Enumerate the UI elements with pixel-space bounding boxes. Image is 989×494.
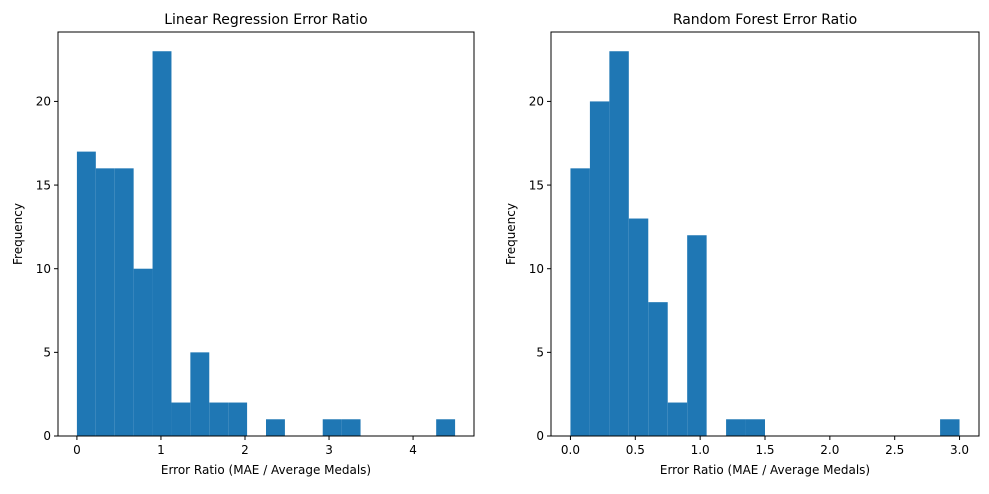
x-tick-label: 1.5 xyxy=(755,443,774,457)
histogram-bar xyxy=(687,235,707,436)
histogram-bar xyxy=(341,419,361,436)
histogram-bar xyxy=(570,168,590,436)
y-tick-label: 15 xyxy=(529,178,544,192)
x-tick-label: 2.0 xyxy=(820,443,839,457)
x-tick-label: 4 xyxy=(409,443,417,457)
random-forest-histogram-panel: Random Forest Error Ratio Error Ratio (M… xyxy=(504,12,980,477)
histogram-bar xyxy=(190,352,210,436)
histogram-bar xyxy=(726,419,746,436)
linear-regression-histogram-panel: Linear Regression Error Ratio Error Rati… xyxy=(11,12,475,477)
x-tick-label: 1 xyxy=(157,443,165,457)
histogram-bar xyxy=(95,168,115,436)
x-tick-label: 0.0 xyxy=(561,443,580,457)
histogram-bar xyxy=(609,51,629,437)
x-tick-label: 3.0 xyxy=(950,443,969,457)
chart-title: Random Forest Error Ratio xyxy=(673,12,857,28)
histogram-bars xyxy=(570,51,960,437)
y-tick-label: 0 xyxy=(536,429,544,443)
histogram-bar xyxy=(589,101,610,437)
x-axis-ticks: 0.0 0.5 1.0 1.5 2.0 2.5 3.0 xyxy=(561,436,969,457)
x-tick-label: 0.5 xyxy=(626,443,645,457)
x-tick-label: 0 xyxy=(73,443,81,457)
histogram-bar xyxy=(209,402,229,436)
histogram-bar xyxy=(133,268,153,436)
histogram-bar xyxy=(628,218,649,436)
histogram-bar xyxy=(940,419,960,436)
histogram-bar xyxy=(76,151,96,437)
x-axis-label: Error Ratio (MAE / Average Medals) xyxy=(161,463,371,477)
histogram-bar xyxy=(667,402,688,436)
y-tick-label: 10 xyxy=(529,262,544,276)
y-axis-label: Frequency xyxy=(504,203,518,265)
y-axis-label: Frequency xyxy=(11,203,25,265)
y-tick-label: 20 xyxy=(529,95,544,109)
histogram-bar xyxy=(152,51,172,437)
x-tick-label: 3 xyxy=(325,443,333,457)
x-axis-label: Error Ratio (MAE / Average Medals) xyxy=(660,463,870,477)
y-axis-ticks: 0 5 10 15 20 xyxy=(529,95,551,443)
histogram-bar xyxy=(745,419,765,436)
y-tick-label: 15 xyxy=(36,178,51,192)
y-axis-ticks: 0 5 10 15 20 xyxy=(36,95,58,443)
histogram-bar xyxy=(322,419,342,436)
histogram-bar xyxy=(648,302,668,436)
plot-frame xyxy=(550,31,980,437)
x-tick-label: 2.5 xyxy=(885,443,904,457)
plot-frame xyxy=(57,31,475,437)
histogram-bar xyxy=(114,168,134,436)
y-tick-label: 0 xyxy=(43,429,51,443)
histogram-bar xyxy=(228,402,248,436)
y-tick-label: 20 xyxy=(36,95,51,109)
x-axis-ticks: 0 1 2 3 4 xyxy=(73,436,417,457)
histogram-bar xyxy=(266,419,285,436)
y-tick-label: 5 xyxy=(536,346,544,360)
histogram-bars xyxy=(76,51,456,437)
histogram-bar xyxy=(436,419,456,436)
x-tick-label: 1.0 xyxy=(691,443,710,457)
y-tick-label: 5 xyxy=(43,346,51,360)
y-tick-label: 10 xyxy=(36,262,51,276)
chart-title: Linear Regression Error Ratio xyxy=(164,12,368,28)
x-tick-label: 2 xyxy=(241,443,249,457)
histogram-bar xyxy=(171,402,191,436)
